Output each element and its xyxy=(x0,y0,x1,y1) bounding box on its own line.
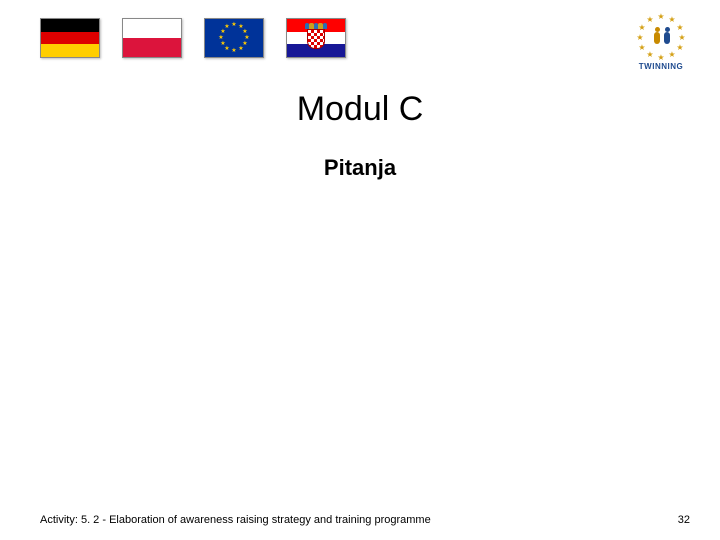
twinning-logo: ★ ★ ★ ★ ★ ★ ★ ★ ★ ★ ★ ★ TWINNING xyxy=(632,14,690,71)
header-flags: ★ ★ ★ ★ ★ ★ ★ ★ ★ ★ ★ ★ xyxy=(40,18,346,58)
logo-label: TWINNING xyxy=(632,62,690,71)
flag-eu: ★ ★ ★ ★ ★ ★ ★ ★ ★ ★ ★ ★ xyxy=(204,18,264,58)
flag-germany xyxy=(40,18,100,58)
footer-activity: Activity: 5. 2 - Elaboration of awarenes… xyxy=(40,514,431,526)
slide-subtitle: Pitanja xyxy=(0,155,720,181)
slide-title: Modul C xyxy=(0,90,720,129)
flag-croatia xyxy=(286,18,346,58)
logo-star-ring-icon: ★ ★ ★ ★ ★ ★ ★ ★ ★ ★ ★ ★ xyxy=(636,14,686,60)
footer-page-number: 32 xyxy=(678,514,690,526)
flag-poland xyxy=(122,18,182,58)
